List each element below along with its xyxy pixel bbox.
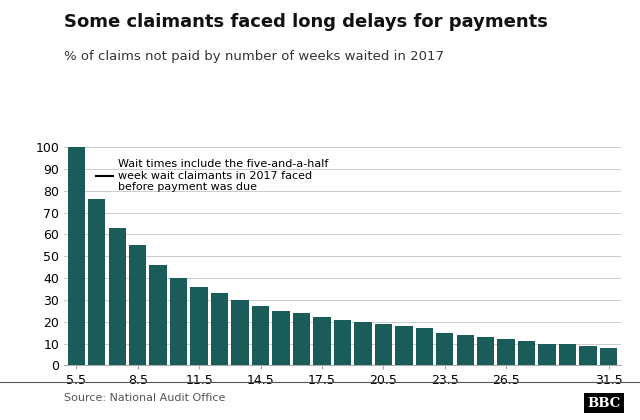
Bar xyxy=(395,326,413,365)
Bar xyxy=(497,339,515,365)
Bar xyxy=(374,324,392,365)
Bar xyxy=(559,344,576,365)
Bar xyxy=(333,320,351,365)
Bar xyxy=(252,307,269,365)
Bar xyxy=(129,245,147,365)
Bar xyxy=(600,348,617,365)
Bar xyxy=(211,293,228,365)
Bar xyxy=(109,228,126,365)
Bar xyxy=(231,300,249,365)
Text: % of claims not paid by number of weeks waited in 2017: % of claims not paid by number of weeks … xyxy=(64,50,444,63)
Bar xyxy=(538,344,556,365)
Bar xyxy=(313,318,331,365)
Text: BBC: BBC xyxy=(588,397,621,410)
Bar xyxy=(88,200,106,365)
Bar xyxy=(579,346,596,365)
Bar xyxy=(68,147,85,365)
Bar xyxy=(415,328,433,365)
Legend: Wait times include the five-and-a-half
week wait claimants in 2017 faced
before : Wait times include the five-and-a-half w… xyxy=(92,155,333,197)
Bar xyxy=(436,333,454,365)
Bar xyxy=(518,341,535,365)
Bar xyxy=(150,265,167,365)
Bar xyxy=(477,337,494,365)
Bar xyxy=(292,313,310,365)
Bar xyxy=(170,278,188,365)
Text: Source: National Audit Office: Source: National Audit Office xyxy=(64,393,225,403)
Text: Some claimants faced long delays for payments: Some claimants faced long delays for pay… xyxy=(64,13,548,31)
Bar xyxy=(272,311,290,365)
Bar xyxy=(191,287,208,365)
Bar xyxy=(354,322,372,365)
Bar xyxy=(456,335,474,365)
